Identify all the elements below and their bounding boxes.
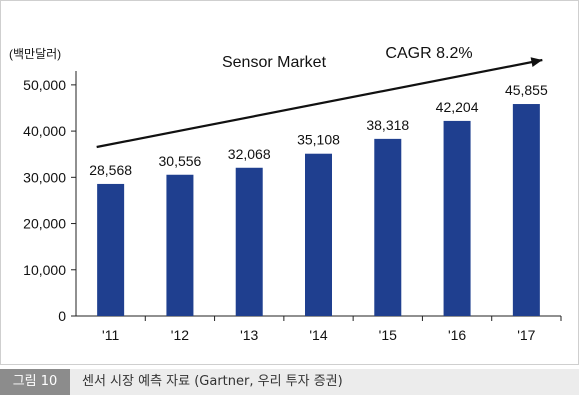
y-tick-label: 0 bbox=[58, 308, 66, 324]
figure-caption: 센서 시장 예측 자료 (Gartner, 우리 투자 증권) bbox=[82, 374, 343, 389]
trend-arrow bbox=[96, 57, 543, 149]
bar bbox=[305, 153, 332, 316]
y-axis-label: (백만달러) bbox=[9, 47, 61, 61]
chart-frame: (백만달러) Sensor Market CAGR 8.2% 0 10,000 20… bbox=[0, 0, 579, 365]
trend-arrowhead bbox=[530, 57, 543, 68]
trend-line bbox=[96, 58, 543, 149]
bar bbox=[235, 167, 263, 316]
bar bbox=[374, 138, 402, 316]
bar-value-label: 30,556 bbox=[159, 153, 202, 169]
bar-value-label: 28,568 bbox=[89, 162, 132, 178]
bar-chart: (백만달러) Sensor Market CAGR 8.2% 0 10,000 20… bbox=[9, 45, 562, 343]
bar bbox=[443, 120, 471, 316]
x-tick-label: '17 bbox=[517, 327, 535, 343]
x-tick-label: '13 bbox=[240, 327, 258, 343]
chart-title: Sensor Market bbox=[222, 54, 327, 71]
caption-bar: 그림 10 센서 시장 예측 자료 (Gartner, 우리 투자 증권) bbox=[0, 369, 579, 395]
bar bbox=[97, 183, 125, 316]
bar bbox=[512, 104, 540, 316]
x-tick-label: '15 bbox=[379, 327, 397, 343]
x-tick-label: '12 bbox=[171, 327, 189, 343]
y-tick-label: 30,000 bbox=[23, 169, 66, 185]
bar-value-label: 32,068 bbox=[228, 146, 271, 162]
bar-value-label: 38,318 bbox=[366, 117, 409, 133]
x-tick-label: '11 bbox=[102, 327, 119, 343]
figure-number: 그림 10 bbox=[0, 369, 70, 395]
bar-value-label: 35,108 bbox=[297, 132, 340, 148]
y-tick-label: 10,000 bbox=[23, 262, 66, 278]
bar-value-label: 45,855 bbox=[505, 82, 548, 98]
bar-value-label: 42,204 bbox=[436, 99, 479, 115]
y-tick-label: 40,000 bbox=[23, 123, 66, 139]
y-tick-label: 50,000 bbox=[23, 77, 66, 93]
y-tick-label: 20,000 bbox=[23, 216, 66, 232]
bar bbox=[166, 174, 194, 316]
x-tick-label: '14 bbox=[309, 327, 327, 343]
x-tick-label: '16 bbox=[448, 327, 466, 343]
cagr-annotation: CAGR 8.2% bbox=[385, 45, 472, 62]
